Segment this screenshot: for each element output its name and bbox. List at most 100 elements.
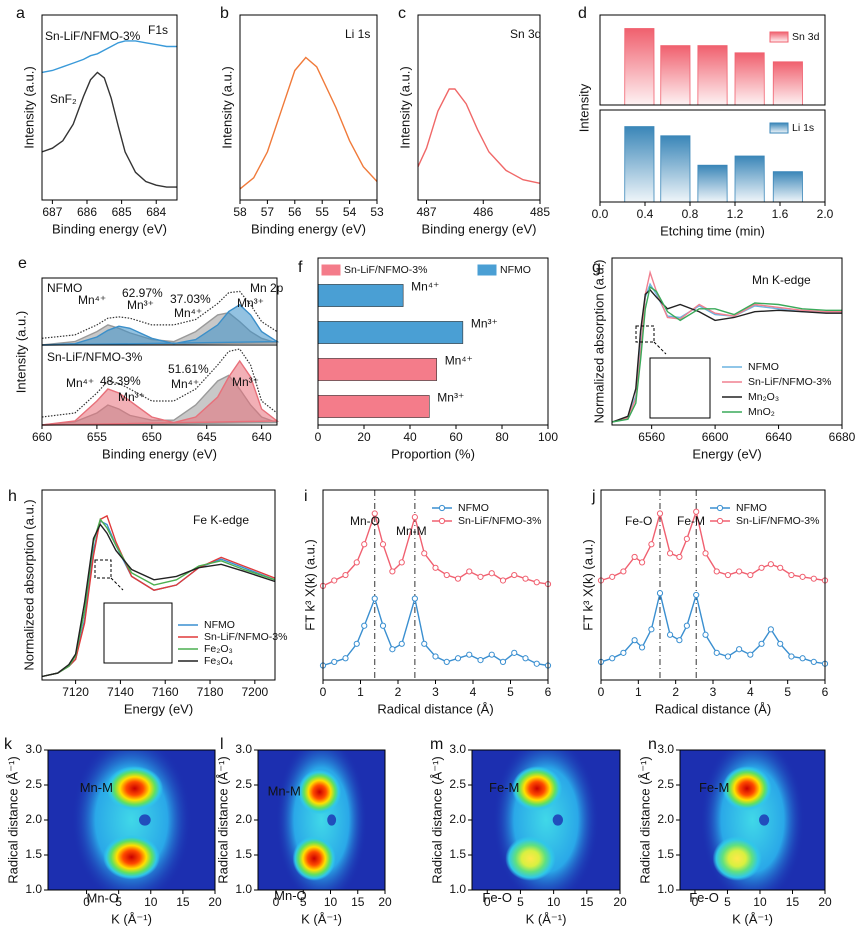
panel-label: f	[298, 259, 303, 276]
x-tick-label: 20	[357, 430, 371, 444]
y-tick-label: 2.5	[449, 777, 466, 791]
series-line	[41, 40, 177, 74]
series-marker	[466, 568, 473, 575]
x-axis-label: Etching time (min)	[660, 223, 765, 238]
panel-label: n	[648, 736, 657, 753]
plot-frame	[41, 489, 276, 681]
y-axis-label: Intensity	[576, 83, 591, 132]
contour-hole	[327, 814, 337, 826]
y-axis-label: Radical distance (Å⁻¹)	[429, 756, 444, 884]
contour-field	[275, 750, 368, 890]
series-marker	[398, 640, 405, 647]
contour-field	[700, 750, 805, 890]
annotation: Fe-M	[677, 514, 705, 528]
series-marker	[666, 631, 674, 638]
x-tick-label: 6600	[702, 430, 729, 444]
x-tick-label: 5	[115, 895, 122, 909]
series-marker	[353, 559, 360, 566]
legend-label: Mn₂O₃	[748, 391, 779, 403]
series-marker	[724, 571, 732, 579]
x-axis-label: Binding energy (eV)	[251, 221, 366, 236]
x-tick-label: 5	[517, 895, 524, 909]
annotation: Mn³⁺	[127, 298, 154, 312]
series-marker	[631, 553, 638, 561]
panel-label: a	[16, 5, 25, 22]
legend-marker	[438, 517, 446, 525]
bar	[660, 45, 691, 106]
series-marker	[443, 658, 450, 666]
series-label: SnF₂	[50, 92, 77, 106]
zoom-box	[635, 325, 655, 343]
y-tick-label: 1.5	[449, 847, 466, 861]
panel-label: j	[591, 488, 596, 505]
panel-label: g	[592, 259, 601, 276]
series-marker	[736, 646, 743, 653]
annotation: Mn⁴⁺	[174, 306, 202, 320]
x-tick-label: 7120	[62, 685, 89, 699]
bar-label: Mn³⁺	[437, 391, 464, 405]
legend-label: Sn-LiF/NFMO-3%	[736, 515, 819, 527]
panel-label: l	[220, 736, 224, 753]
annotation: 62.97%	[122, 286, 163, 300]
legend-label: Fe₃O₄	[204, 655, 233, 667]
series-marker	[533, 660, 540, 667]
series-marker	[788, 571, 795, 579]
series-marker	[799, 655, 806, 662]
peak-label: Fe-M	[489, 780, 519, 795]
series-marker	[361, 541, 368, 548]
series-marker	[631, 637, 638, 644]
y-axis-label: Radical distance (Å⁻¹)	[215, 756, 230, 884]
series-marker	[353, 640, 360, 647]
legend-marker	[438, 504, 446, 512]
bar-label: Mn⁴⁺	[445, 354, 473, 368]
y-tick-label: 2.5	[235, 777, 252, 791]
legend-label: NFMO	[204, 619, 235, 631]
legend-label: Sn 3d	[792, 31, 820, 43]
series-marker	[379, 541, 387, 548]
x-tick-label: 6	[822, 685, 829, 699]
y-tick-label: 1.0	[25, 882, 42, 896]
contour-peak	[511, 766, 563, 811]
y-axis-label: Normalized absorption (a.u.)	[591, 259, 606, 423]
plot-frame	[41, 14, 178, 201]
peak-label: Mn-M	[268, 783, 301, 798]
x-tick-label: 660	[32, 430, 52, 444]
legend-label: MnO₂	[748, 406, 775, 418]
bar	[772, 171, 803, 203]
series-marker	[522, 655, 529, 662]
series-marker	[747, 651, 754, 658]
panel-label: m	[430, 736, 443, 753]
series-marker	[648, 541, 655, 548]
y-tick-label: 1.0	[449, 882, 466, 896]
x-tick-label: 6640	[765, 430, 792, 444]
x-tick-label: 686	[77, 205, 97, 219]
panel-label: e	[18, 255, 27, 272]
contour-field	[71, 750, 192, 890]
series-marker	[432, 564, 439, 571]
panel-label: k	[4, 736, 13, 753]
x-axis-label: Radical distance (Å)	[655, 701, 771, 716]
contour-hole	[759, 814, 770, 826]
series-line	[239, 56, 378, 190]
series-marker	[411, 595, 418, 602]
peak-label: Fe-O	[689, 890, 719, 905]
annotation: Mn-M	[396, 524, 427, 538]
x-tick-label: 0	[320, 685, 327, 699]
y-tick-label: 2.0	[657, 812, 674, 826]
series-marker	[810, 575, 817, 582]
x-tick-label: 56	[288, 205, 302, 219]
x-axis-label: K (Å⁻¹)	[301, 911, 342, 926]
bar	[624, 126, 655, 203]
series-marker	[767, 626, 774, 633]
plot-frame	[599, 14, 826, 106]
x-tick-label: 0.4	[637, 207, 654, 221]
series-marker	[389, 646, 396, 653]
x-tick-label: 4	[747, 685, 754, 699]
x-tick-label: 0.0	[592, 207, 609, 221]
legend-marker	[716, 517, 724, 525]
annotation: Mn⁴⁺	[78, 293, 106, 307]
series-marker	[620, 649, 627, 656]
series-marker	[713, 568, 720, 575]
series-marker	[411, 514, 418, 521]
y-tick-label: 1.5	[25, 847, 42, 861]
